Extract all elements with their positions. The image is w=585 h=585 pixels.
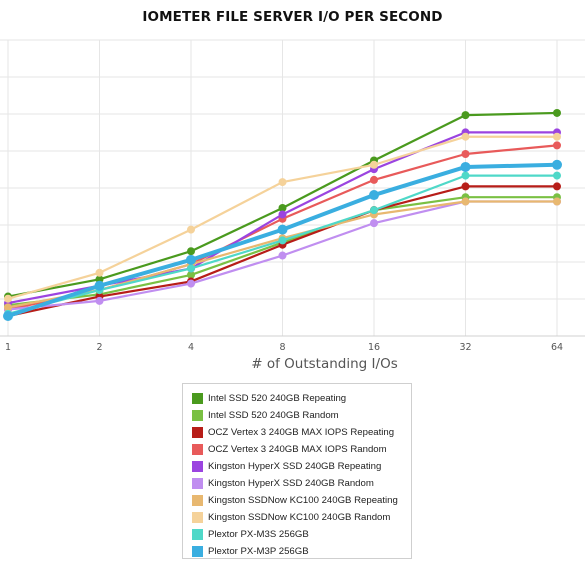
legend-item: OCZ Vertex 3 240GB MAX IOPS Repeating: [183, 424, 411, 441]
data-point: [461, 150, 470, 158]
data-point: [553, 141, 561, 150]
data-point: [278, 204, 287, 212]
legend-item: Intel SSD 520 240GB Random: [183, 407, 411, 424]
legend-swatch: [192, 478, 203, 489]
data-point: [461, 197, 470, 206]
data-point: [553, 108, 561, 117]
legend-swatch: [192, 461, 203, 472]
legend-swatch: [192, 529, 203, 540]
legend-item: Intel SSD 520 240GB Repeating: [183, 390, 411, 407]
legend-label: OCZ Vertex 3 240GB MAX IOPS Repeating: [208, 427, 395, 438]
data-point: [370, 175, 378, 184]
x-axis-label: # of Outstanding I/Os: [251, 356, 398, 372]
x-tick-labels: 1 2 4 8 16 32 64: [5, 342, 563, 353]
data-point: [278, 178, 287, 187]
data-point: [553, 171, 561, 180]
data-point: [553, 132, 561, 141]
data-point: [553, 197, 561, 206]
series-lines: [3, 108, 562, 321]
legend-swatch: [192, 444, 203, 455]
series-group: [4, 132, 561, 303]
data-point: [461, 111, 470, 120]
series-group: [3, 159, 562, 321]
data-point: [94, 280, 105, 291]
legend-swatch: [192, 427, 203, 438]
legend-item: Plextor PX-M3S 256GB: [183, 526, 411, 543]
legend-label: OCZ Vertex 3 240GB MAX IOPS Random: [208, 444, 387, 455]
data-point: [553, 182, 561, 191]
legend-swatch: [192, 495, 203, 506]
legend-label: Kingston HyperX SSD 240GB Repeating: [208, 461, 382, 472]
legend-label: Kingston SSDNow KC100 240GB Repeating: [208, 495, 398, 506]
legend-item: Kingston HyperX SSD 240GB Random: [183, 475, 411, 492]
data-point: [278, 251, 287, 260]
legend-item: Kingston HyperX SSD 240GB Repeating: [183, 458, 411, 475]
data-point: [460, 161, 471, 172]
data-point: [187, 264, 195, 273]
legend-item: Kingston SSDNow KC100 240GB Repeating: [183, 492, 411, 509]
legend-swatch: [192, 393, 203, 404]
x-tick-label: 8: [279, 342, 285, 353]
data-point: [461, 182, 470, 191]
x-tick-label: 4: [188, 342, 194, 353]
data-point: [95, 268, 104, 277]
legend-label: Intel SSD 520 240GB Repeating: [208, 393, 347, 404]
x-tick-label: 2: [96, 342, 102, 353]
data-point: [187, 225, 195, 234]
data-point: [187, 279, 195, 288]
legend-item: Plextor PX-M3P 256GB: [183, 543, 411, 560]
legend-item: OCZ Vertex 3 240GB MAX IOPS Random: [183, 441, 411, 458]
legend-label: Kingston HyperX SSD 240GB Random: [208, 478, 374, 489]
legend-swatch: [192, 546, 203, 557]
legend: Intel SSD 520 240GB Repeating Intel SSD 5…: [182, 383, 412, 559]
data-point: [461, 132, 470, 141]
data-point: [277, 224, 288, 235]
data-point: [278, 236, 287, 245]
legend-label: Kingston SSDNow KC100 240GB Random: [208, 512, 391, 523]
legend-swatch: [192, 512, 203, 523]
legend-label: Intel SSD 520 240GB Random: [208, 410, 339, 421]
x-tick-label: 16: [368, 342, 380, 353]
data-point: [370, 206, 378, 215]
x-tick-label: 64: [551, 342, 563, 353]
data-point: [4, 303, 12, 312]
data-point: [370, 219, 378, 228]
data-point: [186, 254, 196, 265]
legend-label: Plextor PX-M3P 256GB: [208, 546, 309, 557]
data-point: [369, 190, 379, 201]
data-point: [461, 171, 470, 180]
data-point: [95, 296, 104, 305]
x-tick-label: 1: [5, 342, 11, 353]
data-point: [3, 311, 13, 321]
data-point: [278, 210, 287, 219]
x-tick-label: 32: [459, 342, 471, 353]
legend-label: Plextor PX-M3S 256GB: [208, 529, 309, 540]
data-point: [552, 159, 562, 170]
legend-swatch: [192, 410, 203, 421]
chart-title: IOMETER FILE SERVER I/O PER SECOND: [142, 9, 443, 25]
data-point: [370, 160, 378, 169]
legend-item: Kingston SSDNow KC100 240GB Random: [183, 509, 411, 526]
data-point: [187, 270, 195, 279]
data-point: [187, 247, 195, 256]
data-point: [4, 294, 12, 303]
